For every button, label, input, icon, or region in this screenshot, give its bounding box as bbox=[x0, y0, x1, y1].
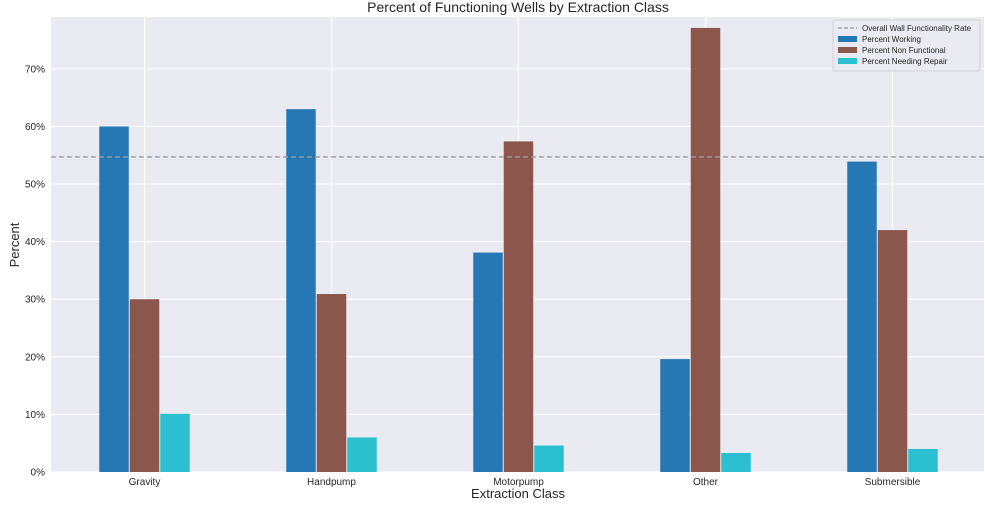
x-tick-label: Submersible bbox=[865, 477, 921, 488]
legend-swatch-needing-repair bbox=[838, 58, 857, 64]
chart-title: Percent of Functioning Wells by Extracti… bbox=[367, 0, 669, 15]
bar-percent-working-handpump bbox=[286, 109, 316, 472]
y-tick-label: 40% bbox=[25, 237, 45, 248]
y-tick-label: 10% bbox=[25, 410, 45, 421]
x-axis-title: Extraction Class bbox=[471, 486, 565, 501]
x-tick-labels: Gravity Handpump Motorpump Other Submersible bbox=[129, 477, 921, 488]
legend-label-needing-repair: Percent Needing Repair bbox=[862, 57, 948, 66]
y-tick-label: 20% bbox=[25, 352, 45, 363]
bar-percent-non-functional-handpump bbox=[316, 294, 347, 472]
bar-percent-needing-repair-handpump bbox=[347, 437, 377, 472]
bar-percent-working-motorpump bbox=[473, 252, 503, 472]
legend-swatch-non-functional bbox=[838, 47, 857, 53]
y-tick-labels: 0% 10% 20% 30% 40% 50% 60% 70% bbox=[25, 64, 45, 478]
x-tick-label: Gravity bbox=[129, 477, 161, 488]
bar-percent-non-functional-submersible bbox=[877, 230, 908, 472]
bar-percent-working-other bbox=[660, 359, 690, 472]
y-axis-title: Percent bbox=[7, 222, 22, 267]
legend-swatch-working bbox=[838, 36, 857, 42]
legend: Overall Wall Functionality Rate Percent … bbox=[832, 19, 981, 72]
bar-percent-non-functional-motorpump bbox=[503, 141, 534, 472]
x-tick-label: Handpump bbox=[307, 477, 356, 488]
legend-label-working: Percent Working bbox=[862, 35, 921, 44]
bars bbox=[99, 27, 938, 473]
y-tick-label: 60% bbox=[25, 122, 45, 133]
x-tick-label: Other bbox=[693, 477, 719, 488]
legend-label-non-functional: Percent Non Functional bbox=[862, 46, 946, 55]
bar-percent-needing-repair-gravity bbox=[160, 413, 190, 472]
y-tick-label: 0% bbox=[31, 468, 46, 479]
legend-box bbox=[832, 19, 981, 72]
bar-percent-working-submersible bbox=[847, 161, 877, 472]
bar-percent-needing-repair-other bbox=[721, 452, 751, 472]
x-tick-label: Motorpump bbox=[493, 477, 544, 488]
bar-percent-needing-repair-submersible bbox=[908, 448, 938, 472]
y-tick-label: 30% bbox=[25, 295, 45, 306]
y-tick-label: 70% bbox=[25, 64, 45, 75]
bar-percent-non-functional-gravity bbox=[129, 299, 160, 472]
y-tick-label: 50% bbox=[25, 180, 45, 191]
bar-percent-needing-repair-motorpump bbox=[534, 445, 564, 472]
bar-percent-non-functional-other bbox=[690, 27, 721, 473]
bar-percent-working-gravity bbox=[99, 126, 129, 472]
legend-label-reference: Overall Wall Functionality Rate bbox=[862, 24, 972, 33]
